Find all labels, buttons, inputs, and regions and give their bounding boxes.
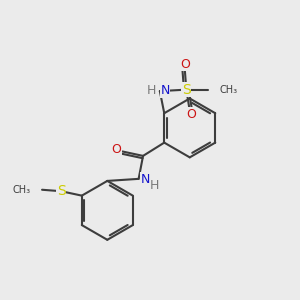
Text: S: S	[182, 82, 191, 97]
Text: N: N	[160, 84, 170, 97]
Text: H: H	[147, 84, 156, 97]
Text: O: O	[111, 143, 121, 157]
Text: H: H	[150, 179, 160, 192]
Text: S: S	[57, 184, 66, 198]
Text: N: N	[140, 173, 150, 186]
Text: O: O	[186, 108, 196, 121]
Text: CH₃: CH₃	[13, 185, 31, 195]
Text: CH₃: CH₃	[220, 85, 238, 94]
Text: O: O	[180, 58, 190, 70]
